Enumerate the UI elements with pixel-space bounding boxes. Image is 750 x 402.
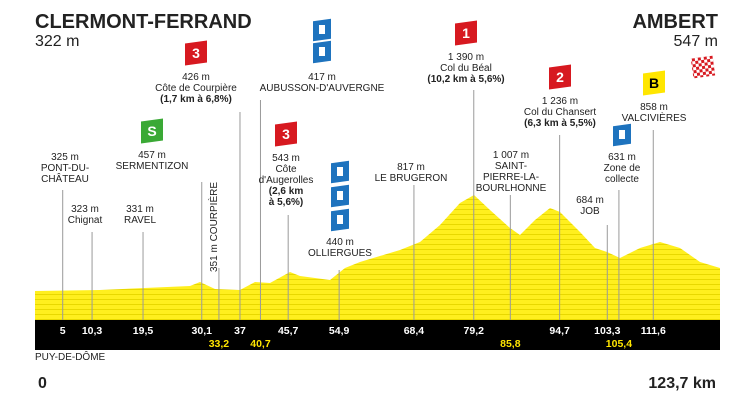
km-label: 10,3 <box>82 325 103 337</box>
km-label: 19,5 <box>133 325 154 337</box>
waypoint-text: JOB <box>580 206 600 217</box>
climb-badge <box>643 70 665 96</box>
waypoint-text: 325 m <box>51 152 79 163</box>
waypoint-text: d'Augerolles <box>259 175 314 186</box>
waypoint-text: (6,3 km à 5,5%) <box>524 118 596 129</box>
climb-badge <box>185 40 207 66</box>
waypoint-text: 817 m <box>397 162 425 173</box>
elevation-profile <box>35 195 720 320</box>
badge-text: 1 <box>462 25 470 41</box>
badge-text: 3 <box>192 45 200 61</box>
km-bar <box>35 320 720 350</box>
km-label: 68,4 <box>404 325 425 337</box>
waypoint-text: RAVEL <box>124 215 156 226</box>
km-label: 111,6 <box>641 325 666 337</box>
waypoint-text: 426 m <box>182 72 210 83</box>
climb-badge <box>549 64 571 90</box>
waypoint-text: 684 m <box>576 195 604 206</box>
waypoint-text: PONT-DU- <box>41 163 89 174</box>
waypoint-text: 858 m <box>640 102 668 113</box>
waypoint-text: 1 390 m <box>448 52 484 63</box>
badge-text: B <box>649 75 659 91</box>
start-name: CLERMONT-FERRAND <box>35 11 252 33</box>
waypoint-text: 1 236 m <box>542 96 578 107</box>
waypoint-text: AUBUSSON-D'AUVERGNE <box>260 83 385 94</box>
waypoint-text: 457 m <box>138 150 166 161</box>
badge-text: 3 <box>282 126 290 142</box>
finish-altitude: 547 m <box>674 33 718 50</box>
km-label: 103,3 <box>594 325 620 337</box>
waypoint-text: 440 m <box>326 237 354 248</box>
finish-km: 123,7 km <box>648 375 716 392</box>
service-icon-glyph <box>337 215 343 224</box>
waypoint-text: 417 m <box>308 72 336 83</box>
service-icon-glyph <box>337 191 343 200</box>
service-icon-glyph <box>319 25 325 34</box>
service-icon-glyph <box>337 167 343 176</box>
waypoint-text: (2,6 km <box>269 186 304 197</box>
km-label: 105,4 <box>606 338 632 350</box>
waypoint-text: Côte de Courpière <box>155 83 237 94</box>
service-icon-glyph <box>319 47 325 56</box>
climb-badge <box>275 121 297 147</box>
waypoint-text: 543 m <box>272 153 300 164</box>
waypoint-text: collecte <box>605 174 639 185</box>
km-label: 94,7 <box>549 325 570 337</box>
waypoint-text: LE BRUGERON <box>375 173 448 184</box>
km-label: 5 <box>60 325 66 337</box>
waypoint-text: à 5,6%) <box>269 197 303 208</box>
waypoint-text: 323 m <box>71 204 99 215</box>
start-km: 0 <box>38 375 47 392</box>
badge-text: 2 <box>556 69 564 85</box>
waypoint-text: 1 007 m <box>493 150 529 161</box>
waypoint-text: PIERRE-LA- <box>483 172 539 183</box>
km-label: 40,7 <box>250 338 271 350</box>
waypoint-text: (10,2 km à 5,6%) <box>427 74 504 85</box>
waypoint-text: SERMENTIZON <box>116 161 189 172</box>
waypoint-text: (1,7 km à 6,8%) <box>160 94 232 105</box>
km-label: 37 <box>234 325 246 337</box>
waypoint-text: Côte <box>275 164 297 175</box>
badge-text: S <box>147 123 156 139</box>
waypoint-text: 331 m <box>126 204 154 215</box>
km-label: 45,7 <box>278 325 299 337</box>
service-icon-glyph <box>619 130 625 139</box>
waypoint-text: Col du Chansert <box>524 107 596 118</box>
finish-name: AMBERT <box>632 11 718 33</box>
waypoint-text: Zone de <box>604 163 641 174</box>
guides <box>62 90 654 320</box>
km-label: 33,2 <box>209 338 230 350</box>
km-label: 85,8 <box>500 338 521 350</box>
climb-badge <box>455 20 477 46</box>
km-label: 30,1 <box>192 325 213 337</box>
waypoint-text: BOURLHONNE <box>476 183 547 194</box>
waypoint-text: SAINT- <box>495 161 527 172</box>
department: PUY-DE-DÔME <box>35 350 106 363</box>
start-altitude: 322 m <box>35 33 79 50</box>
waypoint-text: CHÂTEAU <box>41 172 89 185</box>
finish-flag <box>690 55 716 79</box>
km-label: 79,2 <box>464 325 485 337</box>
waypoint-text: 631 m <box>608 152 636 163</box>
waypoint-text: 351 m COURPIÈRE <box>207 182 220 272</box>
waypoint-text: OLLIERGUES <box>308 248 372 259</box>
km-label: 54,9 <box>329 325 350 337</box>
climb-badge <box>141 118 163 144</box>
waypoint-text: Chignat <box>68 215 103 226</box>
waypoint-text: Col du Béal <box>440 63 492 74</box>
waypoint-text: VALCIVIÈRES <box>622 111 687 124</box>
